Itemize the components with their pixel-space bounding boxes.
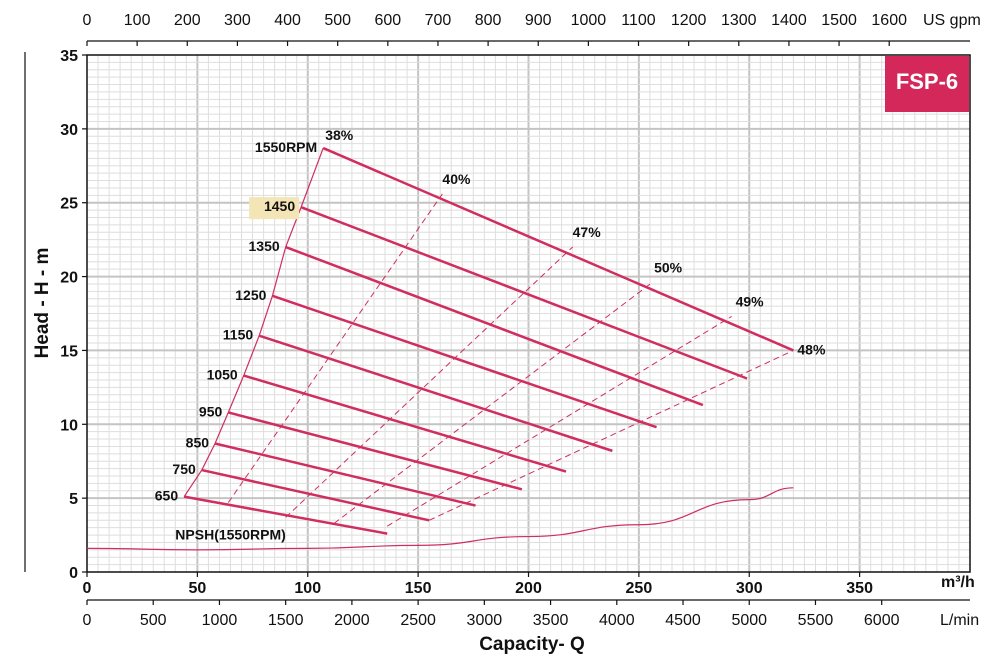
npsh-curve [86,487,794,551]
top-tick-label: 400 [274,12,301,29]
bottom-tick-label: 1000 [202,612,238,629]
top-tick-label: 700 [425,12,452,29]
bottom-axis-unit: L/min [940,612,979,629]
bottom-tick-label: 1500 [268,612,304,629]
bottom-tick-label: 4500 [665,612,701,629]
rpm-label: 1450 [264,198,295,214]
rpm-label: 750 [172,461,196,477]
top-tick-label: 1300 [721,12,757,29]
efficiency-label: 38% [325,127,354,143]
rpm-curve [227,411,523,491]
x-tick-label: 100 [294,580,321,597]
bottom-tick-label: 2000 [334,612,370,629]
x-tick-label: 150 [405,580,432,597]
bottom-tick-label: 500 [140,612,167,629]
min-flow-curve [183,147,324,497]
rpm-label: 1550RPM [255,139,317,155]
x-axis-ticks: 0 50 100 150 200 250 300 350 [83,572,873,597]
x-tick-label: 300 [736,580,763,597]
x-axis-title: Capacity- Q [479,634,585,655]
top-tick-label: 1600 [871,12,907,29]
top-tick-label: 600 [374,12,401,29]
efficiency-label: 48% [797,341,826,357]
bottom-tick-label: 5000 [731,612,767,629]
rpm-curve [243,374,567,473]
efficiency-label: 49% [736,293,765,309]
top-tick-label: 1100 [621,12,656,29]
npsh-label: NPSH(1550RPM) [175,527,285,543]
efficiency-line [333,282,653,524]
bottom-tick-label: 2500 [400,612,436,629]
x-tick-label: 0 [83,580,92,597]
x-tick-label: 200 [515,580,542,597]
bottom-tick-label: 4000 [599,612,635,629]
rpm-label: 1050 [207,367,238,383]
y-axis-title: Head - H - m [32,248,53,359]
rpm-label: 850 [186,434,210,450]
top-axis-unit: US gpm [923,12,981,29]
rpm-curve [183,495,388,535]
model-badge [885,56,969,112]
y-tick-label: 20 [60,270,78,287]
bottom-tick-label: 3500 [533,612,569,629]
top-tick-label: 200 [174,12,201,29]
curve-labels: 38% 40% 47% 50% 49% 48% 1550RPM 1450 1350 1250 115… [155,127,826,542]
efficiency-line [428,349,794,521]
top-tick-label: 1400 [771,12,807,29]
top-tick-label: 900 [525,12,552,29]
rpm-label: 650 [155,488,179,504]
grid [87,55,970,572]
npsh-curve-group [86,487,794,551]
rpm-curve [258,334,613,453]
top-tick-label: 300 [224,12,251,29]
rpm-curve [201,468,430,522]
rpm-curve [322,146,794,352]
y-tick-label: 15 [60,343,78,360]
rpm-curve [272,294,657,429]
rpm-curve [214,442,476,507]
bottom-tick-label: 6000 [864,612,900,629]
x-tick-label: 350 [846,580,873,597]
rpm-curves [183,146,794,535]
top-gpm-ticks: 0 100 200 300 400 500 600 700 800 900 1000 1100 1200… [83,12,907,46]
efficiency-label: 47% [573,224,602,240]
efficiency-line [227,193,443,503]
top-tick-label: 500 [324,12,351,29]
y-tick-label: 5 [69,491,78,508]
y-axis-ticks: 0 5 10 15 20 25 30 35 [60,48,87,582]
rpm-label: 1250 [235,287,266,303]
rpm-label: 950 [199,403,223,419]
bottom-tick-label: 5500 [798,612,834,629]
bottom-lmin-ticks: 0 500 1000 1500 2000 2500 3000 3500 4000 4500 5000… [83,600,900,629]
rpm-label: 1150 [223,327,254,343]
top-tick-label: 1500 [821,12,857,29]
y-tick-label: 30 [60,122,78,139]
top-tick-label: 1200 [671,12,707,29]
rpm-curve [300,205,748,380]
efficiency-label: 50% [654,259,683,275]
bottom-tick-label: 0 [83,612,92,629]
y-tick-label: 25 [60,196,78,213]
efficiency-line [386,316,732,527]
rpm-label: 1350 [249,238,280,254]
x-tick-label: 50 [188,580,206,597]
rpm-curve [285,245,704,407]
top-tick-label: 800 [475,12,502,29]
top-tick-label: 100 [124,12,151,29]
y-tick-label: 0 [69,565,78,582]
rpm-label-highlight [249,197,300,220]
efficiency-label: 40% [442,171,471,187]
x-tick-label: 250 [626,580,653,597]
x-axis-unit: m³/h [941,574,975,591]
y-tick-label: 35 [60,48,78,65]
y-tick-label: 10 [60,417,78,434]
bottom-tick-label: 3000 [467,612,503,629]
top-tick-label: 0 [83,12,92,29]
model-badge-label: FSP-6 [896,69,958,94]
top-tick-label: 1000 [571,12,607,29]
